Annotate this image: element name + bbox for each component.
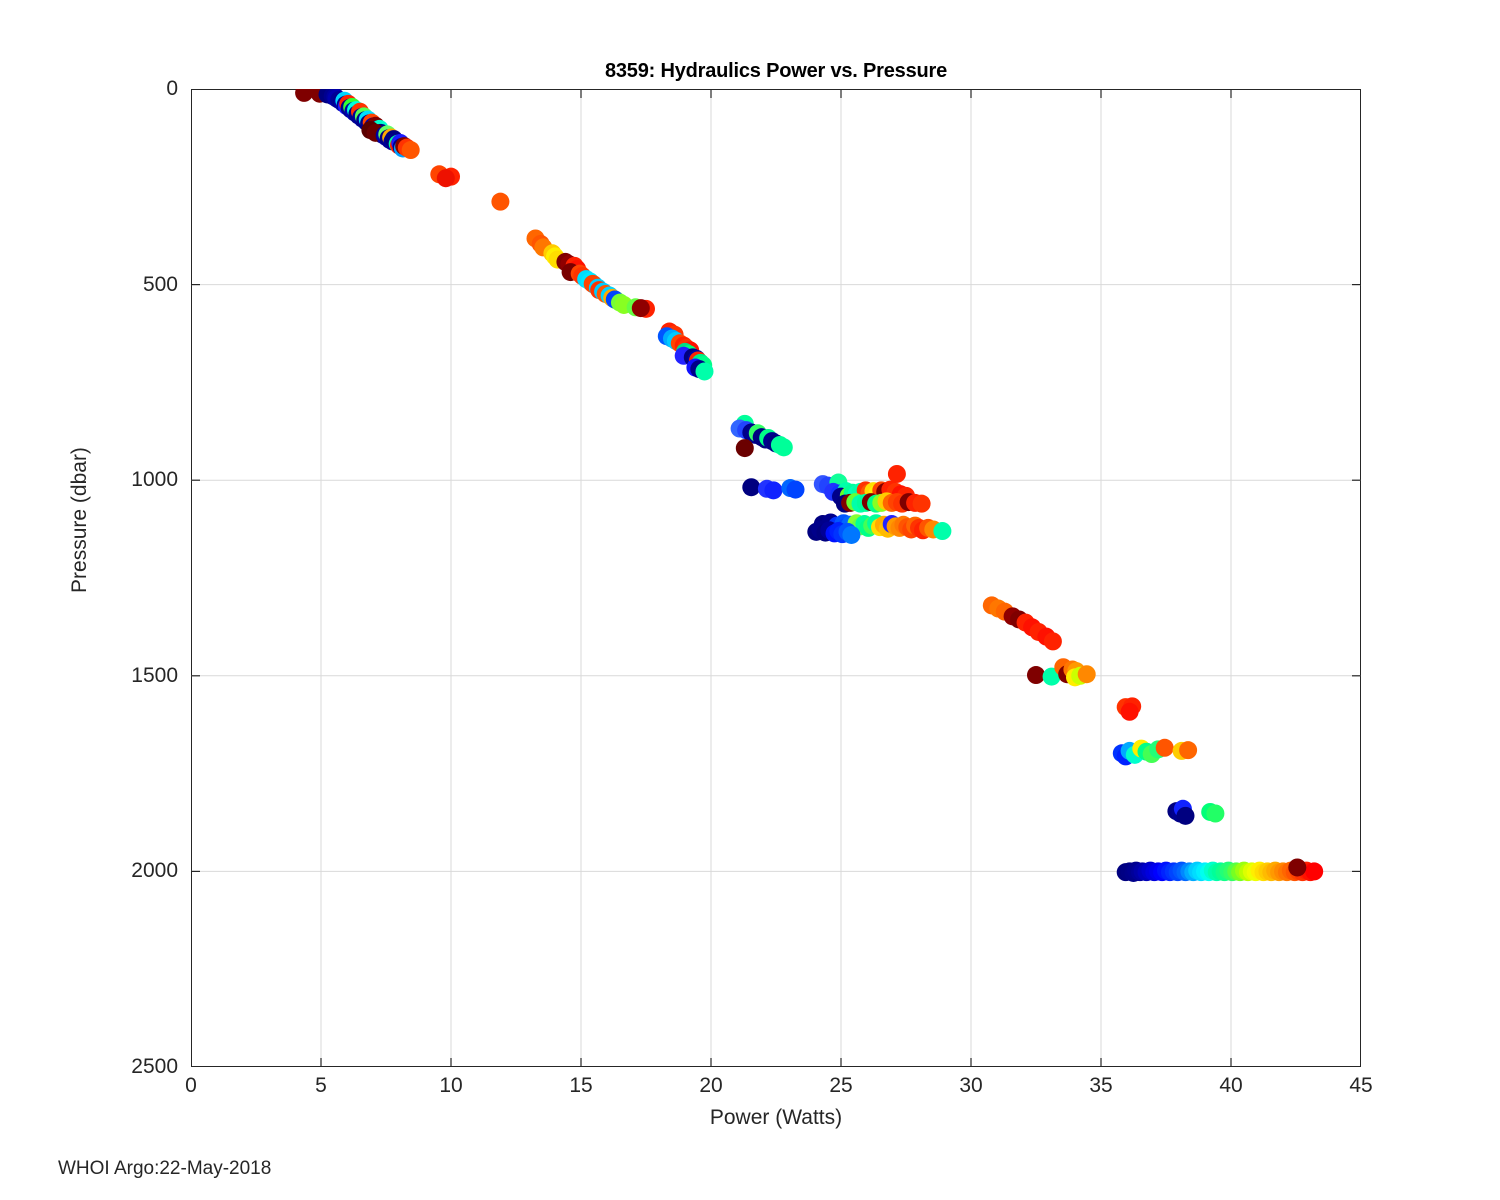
x-tick-label: 20 (699, 1074, 723, 1097)
data-point (933, 522, 952, 541)
footer-note: WHOI Argo:22-May-2018 (58, 1158, 272, 1179)
data-points-group (295, 89, 1324, 882)
data-point (1077, 665, 1096, 684)
y-tick-label: 2000 (131, 859, 178, 883)
data-point (735, 439, 754, 458)
data-point (742, 478, 761, 497)
data-point (842, 525, 861, 544)
data-point (912, 494, 931, 513)
chart-title: 8359: Hydraulics Power vs. Pressure (604, 60, 948, 82)
x-tick-label: 35 (1089, 1074, 1113, 1097)
data-point (786, 480, 805, 499)
data-point (887, 464, 906, 483)
data-point (774, 438, 793, 457)
y-tick-label: 1500 (131, 663, 178, 687)
y-tick-label: 2500 (131, 1055, 178, 1078)
grid-lines (191, 89, 1361, 1067)
data-point (695, 362, 714, 381)
axes-plot-box (191, 89, 1361, 1067)
data-point (1305, 862, 1324, 881)
data-point (631, 299, 650, 318)
data-point (764, 481, 783, 500)
x-tick-label: 45 (1349, 1074, 1373, 1097)
tick-marks (191, 89, 1361, 1067)
data-point (1206, 804, 1225, 823)
data-point (1179, 741, 1198, 760)
data-point (491, 192, 510, 211)
x-tick-label: 5 (315, 1074, 327, 1097)
y-tick-label: 1000 (131, 468, 178, 492)
x-axis-label: Power (Watts) (709, 1106, 843, 1129)
x-tick-label: 40 (1219, 1074, 1243, 1097)
data-point (401, 141, 420, 160)
x-tick-label: 25 (829, 1074, 853, 1097)
data-point (436, 169, 455, 188)
data-point (1288, 858, 1307, 877)
y-axis-label: Pressure (dbar) (68, 447, 91, 593)
x-tick-label: 15 (569, 1074, 593, 1097)
data-point (1027, 666, 1045, 685)
data-point (1120, 702, 1139, 721)
scatter-plot-area (191, 89, 1361, 1067)
data-point (1155, 738, 1174, 757)
data-point (1043, 632, 1062, 651)
x-tick-label: 10 (439, 1074, 463, 1097)
x-tick-label: 30 (959, 1074, 983, 1097)
y-tick-label: 0 (166, 77, 178, 100)
data-point (295, 89, 314, 102)
data-point (1176, 806, 1195, 825)
x-tick-label: 0 (185, 1074, 197, 1097)
y-tick-label: 500 (142, 272, 178, 296)
